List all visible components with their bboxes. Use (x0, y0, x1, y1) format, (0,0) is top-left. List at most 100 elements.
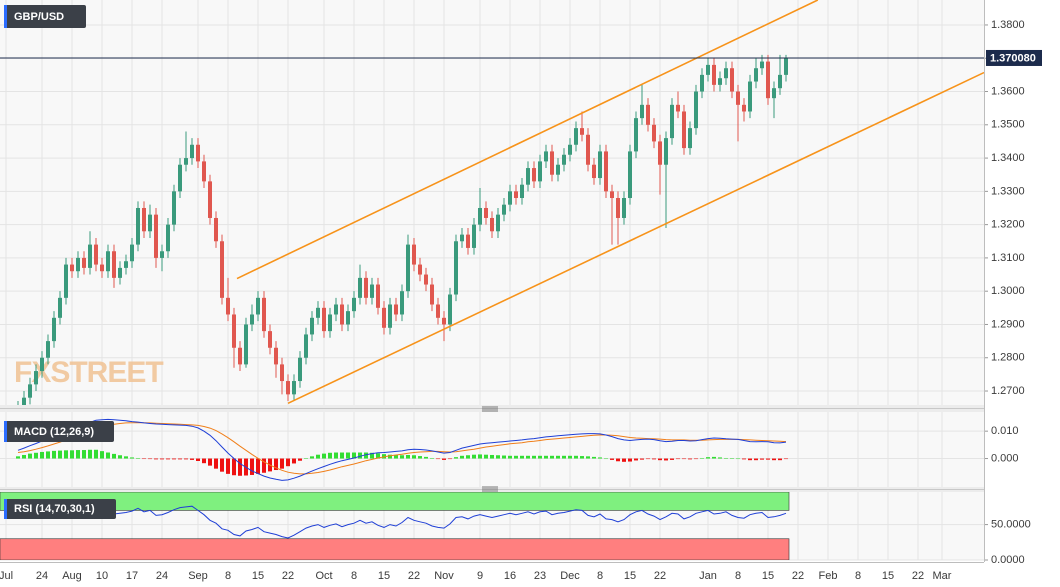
drag-grip[interactable] (482, 486, 498, 492)
macd-histogram-bar (142, 458, 146, 460)
macd-histogram-bar (358, 452, 362, 459)
macd-histogram-bar (718, 457, 722, 459)
candle-body (658, 141, 662, 165)
macd-histogram-bar (742, 458, 746, 460)
macd-histogram-bar (574, 455, 578, 459)
candle-body (148, 214, 152, 232)
macd-histogram-bar (316, 454, 320, 459)
macd-histogram-bar (118, 455, 122, 459)
macd-histogram-bar (340, 452, 344, 459)
y-tick-label: 1.3200 (991, 219, 1025, 231)
y-tick-label: 1.3500 (991, 119, 1025, 131)
candle-body (454, 241, 458, 295)
rsi-overbought-band (0, 492, 790, 511)
x-tick-label: 8 (735, 570, 741, 582)
macd-histogram-bar (520, 455, 524, 459)
symbol-box (4, 5, 86, 28)
y-tick-label: 0.0000 (991, 554, 1025, 566)
x-tick-label: 8 (225, 570, 231, 582)
macd-histogram-bar (634, 458, 638, 461)
x-tick-label: 24 (36, 570, 48, 582)
macd-histogram-bar (322, 453, 326, 459)
candle-body (88, 244, 92, 268)
rsi-plot (0, 492, 790, 560)
candle-body (334, 304, 338, 315)
candle-body (640, 104, 644, 119)
y-tick-label: 1.2700 (991, 385, 1025, 397)
macd-histogram-bar (70, 450, 74, 459)
macd-histogram-bar (220, 458, 224, 472)
macd-histogram-bar (448, 458, 452, 460)
macd-histogram-bar (352, 452, 356, 459)
macd-histogram-bar (598, 457, 602, 459)
candle-body (586, 134, 590, 165)
candle-body (244, 324, 248, 365)
candle-body (298, 357, 302, 382)
candle-body (448, 294, 452, 325)
candle-body (442, 317, 446, 325)
candle-body (136, 207, 140, 245)
macd-histogram-bar (136, 457, 140, 459)
macd-histogram-bar (604, 458, 608, 460)
candle-body (568, 144, 572, 155)
macd-histogram-bar (664, 458, 668, 461)
candle-body (682, 111, 686, 149)
macd-histogram-bar (16, 456, 20, 459)
y-tick-label: 1.3800 (991, 19, 1025, 31)
candle-body (340, 304, 344, 325)
candle-body (706, 64, 710, 75)
x-tick-label: 15 (378, 570, 390, 582)
macd-histogram-bar (778, 458, 782, 461)
candle-body (214, 217, 218, 242)
macd-histogram-bar (100, 451, 104, 459)
macd-histogram-bar (772, 458, 776, 461)
candle-body (598, 151, 602, 179)
macd-histogram-bar (682, 458, 686, 460)
macd-histogram-bar (586, 456, 590, 459)
candle-body (478, 207, 482, 225)
candle-body (436, 304, 440, 318)
rsi-line (17, 505, 787, 539)
macd-histogram-bar (676, 458, 680, 460)
macd-histogram-bar (556, 455, 560, 459)
macd-histogram-bar (406, 454, 410, 459)
candle-body (400, 291, 404, 315)
macd-histogram-bar (76, 450, 80, 459)
candle-body (316, 307, 320, 318)
candle-body (646, 104, 650, 125)
candle-body (352, 297, 356, 312)
macd-histogram-bar (460, 455, 464, 459)
candle-body (76, 257, 80, 272)
candle-body (514, 191, 518, 199)
candle-body (634, 118, 638, 152)
candle-body (652, 124, 656, 142)
macd-histogram-bar (658, 458, 662, 461)
candle-body (778, 74, 782, 89)
macd-histogram-bar (202, 458, 206, 464)
candle-body (520, 184, 524, 199)
drag-grip[interactable] (482, 406, 498, 412)
macd-histogram-bar (766, 458, 770, 460)
macd-histogram-bar (34, 452, 38, 459)
candle-body (532, 168, 536, 182)
macd-histogram-bar (124, 456, 128, 459)
macd-histogram-bar (412, 455, 416, 459)
macd-histogram-bar (754, 458, 758, 461)
macd-histogram-bar (346, 452, 350, 459)
x-tick-label: 15 (762, 570, 774, 582)
macd-histogram-bar (250, 458, 254, 475)
macd-histogram-bar (616, 458, 620, 462)
candle-body (748, 81, 752, 112)
candle-body (154, 214, 158, 258)
candle-body (310, 317, 314, 335)
channel-line (236, 0, 819, 280)
macd-histogram-bar (382, 454, 386, 459)
candle-body (580, 128, 584, 135)
macd-histogram-bar (700, 457, 704, 459)
candle-body (376, 284, 380, 308)
x-tick-label: 17 (126, 570, 138, 582)
candle-body (754, 68, 758, 82)
macd-histogram-bar (184, 458, 188, 460)
candle-body (418, 264, 422, 275)
macd-histogram-bar (568, 455, 572, 459)
